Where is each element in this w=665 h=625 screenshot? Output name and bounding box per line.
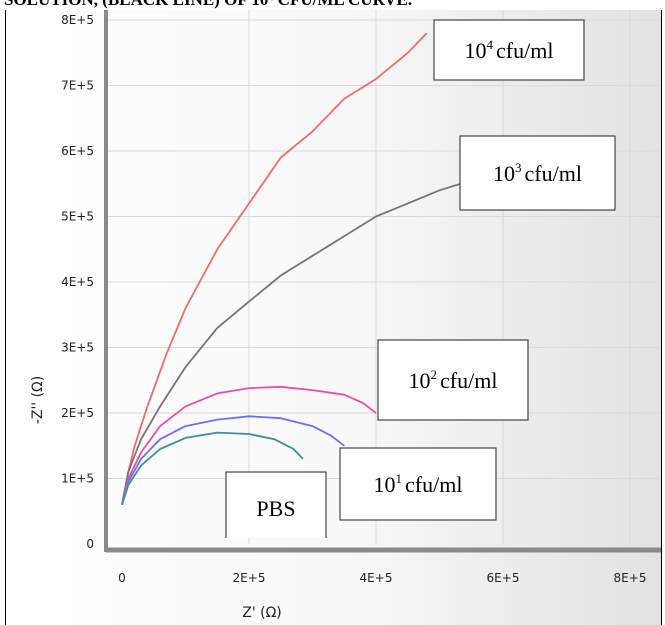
y-tick-label: 5E+5 xyxy=(61,210,94,224)
x-tick-label: 6E+5 xyxy=(487,571,520,585)
y-tick-label: 3E+5 xyxy=(61,341,94,355)
legend-label: 102 cfu/ml xyxy=(409,367,498,393)
x-axis-label: Z' (Ω) xyxy=(242,605,282,621)
legend-box: PBS xyxy=(225,471,327,538)
legend-exponent: 1 xyxy=(396,471,403,486)
legend-label: 101 cfu/ml xyxy=(374,471,463,497)
y-tick-label: 8E+5 xyxy=(61,13,94,27)
legend-exponent: 2 xyxy=(431,367,438,382)
y-tick-label: 7E+5 xyxy=(61,79,94,93)
legend-box-border xyxy=(433,19,585,81)
x-tick-label: 8E+5 xyxy=(614,571,647,585)
legend-base: 10 xyxy=(465,38,487,63)
legend-base: 10 xyxy=(374,472,396,497)
legend-box-border xyxy=(339,447,497,521)
series-line xyxy=(121,415,345,505)
y-tick-label: 2E+5 xyxy=(61,406,94,420)
legend-base: 10 xyxy=(409,368,431,393)
series-line xyxy=(121,431,304,505)
series-line xyxy=(121,179,472,505)
legend-box-border xyxy=(225,471,327,538)
legend-unit: cfu/ml xyxy=(525,161,582,186)
legend-label: 104 cfu/ml xyxy=(465,37,554,63)
plot-background xyxy=(6,10,661,625)
frame-line-right xyxy=(661,10,662,625)
tick-labels: 0 2E+5 4E+5 6E+5 8E+5 0 1E+5 2E+5 3E+5 4E+5 5E+5 6E… xyxy=(61,13,646,585)
frame-line-left xyxy=(5,10,6,625)
legend-exponent: 4 xyxy=(487,37,494,52)
series-line xyxy=(121,32,428,505)
legend-base: 10 xyxy=(493,161,515,186)
legend-box: 103 cfu/ml xyxy=(459,135,616,211)
legend-box: 104 cfu/ml xyxy=(433,19,585,81)
y-tick-label: 6E+5 xyxy=(61,144,94,158)
legend-box-fill xyxy=(226,472,326,538)
y-axis-label: -Z'' (Ω) xyxy=(30,376,46,424)
header-text: SOLUTION, (BLACK LINE) OF 10⁴ CFU/ML CUR… xyxy=(4,0,664,10)
legend-label: 103 cfu/ml xyxy=(493,160,582,186)
nyquist-chart: 0 2E+5 4E+5 6E+5 8E+5 0 1E+5 2E+5 3E+5 4E+5 5E+5 6E… xyxy=(6,10,661,625)
axes xyxy=(104,10,661,553)
x-tick-label: 4E+5 xyxy=(360,571,393,585)
x-tick-label: 2E+5 xyxy=(233,571,266,585)
legend-label: PBS xyxy=(256,496,295,521)
y-tick-label: 0 xyxy=(86,537,94,551)
x-tick-label: 0 xyxy=(118,571,126,585)
y-tick-label: 1E+5 xyxy=(61,472,94,486)
legend-unit: cfu/ml xyxy=(440,368,497,393)
legend-box: 101 cfu/ml xyxy=(339,447,497,521)
legend-exponent: 3 xyxy=(515,160,522,175)
data-series xyxy=(121,32,472,505)
y-tick-label: 4E+5 xyxy=(61,275,94,289)
series-line xyxy=(121,385,377,505)
legend-box: 102 cfu/ml xyxy=(377,339,529,421)
legend-unit: cfu/ml xyxy=(405,472,462,497)
legend-box-border xyxy=(459,135,616,211)
legend-unit: cfu/ml xyxy=(496,38,553,63)
legend-box-border xyxy=(377,339,529,421)
